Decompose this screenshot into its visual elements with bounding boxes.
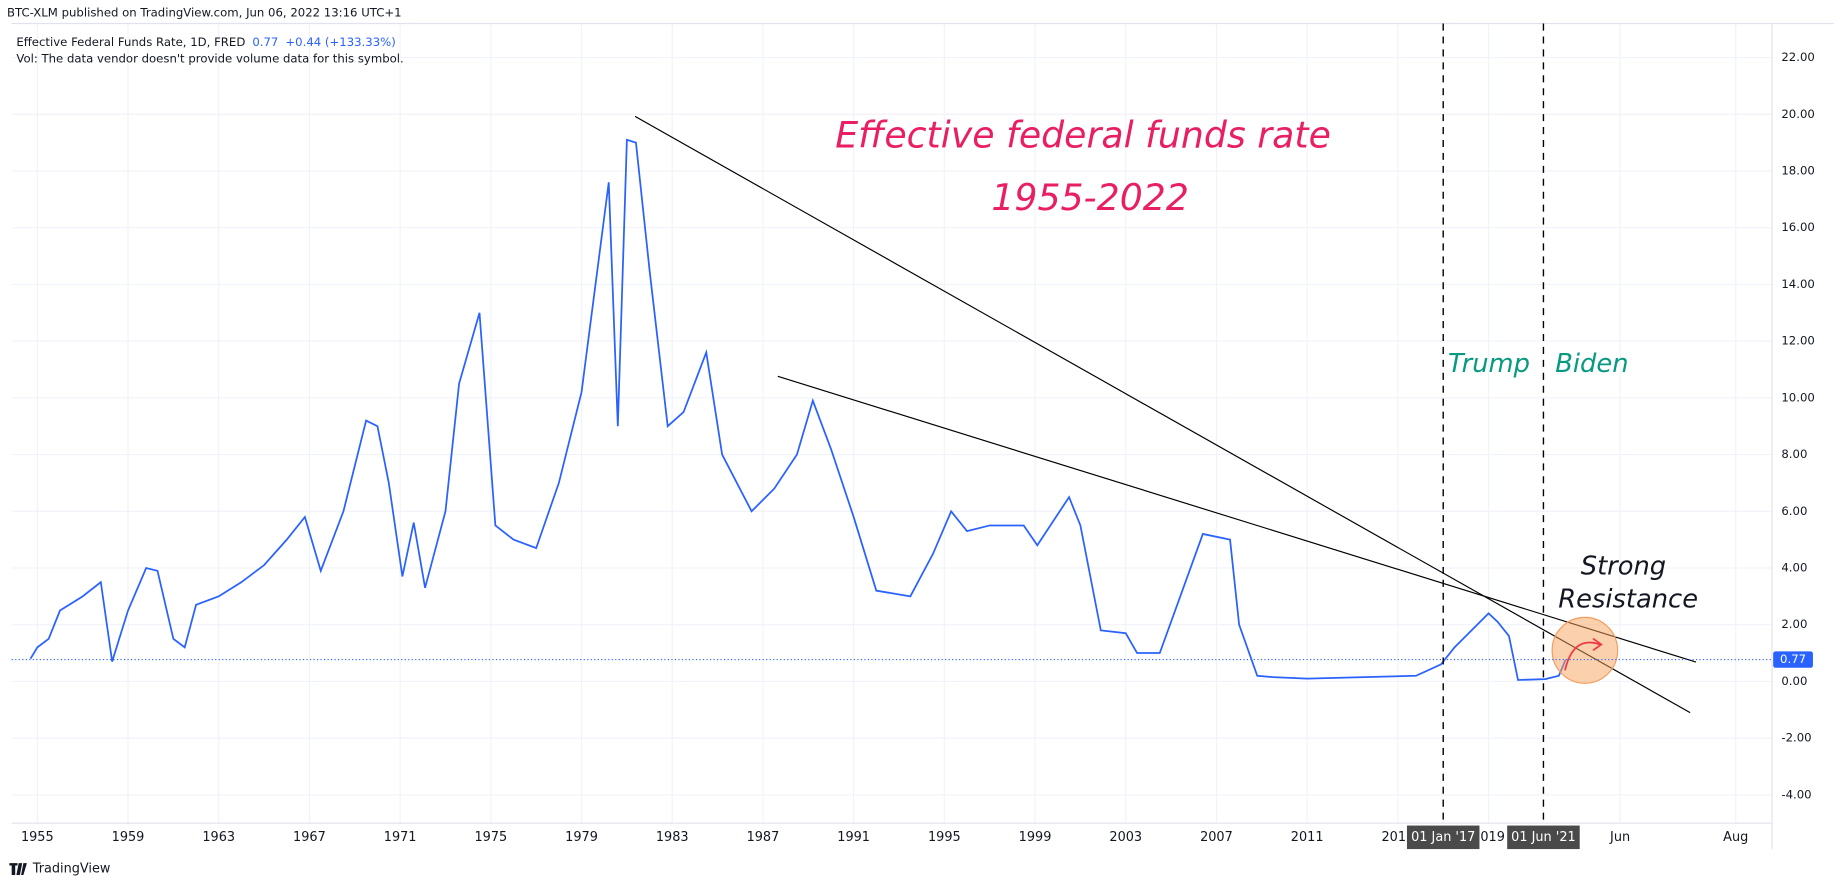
x-tick-label: 2015: [1381, 830, 1414, 845]
y-tick-label: 12.00: [1781, 334, 1814, 348]
x-tick-label: 1975: [474, 830, 507, 845]
y-tick-label: 4.00: [1781, 560, 1807, 574]
x-tick-label: 1987: [747, 830, 780, 845]
x-tick-label: 1967: [293, 830, 326, 845]
y-tick-label: 6.00: [1781, 504, 1807, 518]
x-tick-label: 1999: [1019, 830, 1052, 845]
x-tick-label: 1971: [384, 830, 417, 845]
annotation: Biden: [1555, 349, 1628, 379]
y-tick-label: -4.00: [1781, 787, 1811, 801]
logo: TradingView: [9, 862, 110, 877]
grid: [11, 23, 1773, 824]
trend-line: [777, 375, 1697, 663]
annotation: Trump: [1448, 349, 1530, 379]
y-tick-label: 20.00: [1781, 107, 1814, 121]
annotation: Strong: [1581, 551, 1666, 581]
x-tick-label: 1963: [202, 830, 235, 845]
arrow: [1564, 641, 1601, 671]
marker-tag: [1406, 825, 1480, 850]
volume-note: Vol: The data vendor doesn't provide vol…: [16, 51, 403, 65]
annotation: Resistance: [1558, 584, 1698, 614]
y-tick-label: 8.00: [1781, 447, 1807, 461]
y-tick-label: 16.00: [1781, 220, 1814, 234]
logo-icon: [9, 863, 27, 875]
chart-subtitle: 1955-2022: [991, 176, 1189, 219]
x-tick-label: 1983: [656, 830, 689, 845]
footer: TradingView: [32, 862, 111, 877]
highlight-circle: [1551, 616, 1619, 684]
marker-label: 01 Jan '17: [1411, 830, 1475, 845]
y-tick-label: 0.00: [1781, 674, 1807, 688]
y-tick-label: 18.00: [1781, 163, 1814, 177]
price-tag-label: 0.77: [1780, 652, 1806, 666]
x-tick-label: 2019: [1472, 830, 1505, 845]
marker-label: 01 Jun '21: [1511, 830, 1576, 845]
legend-change: +0.44 (+133.33%): [285, 35, 395, 49]
data-line: [29, 138, 1567, 681]
x-tick-label: 1979: [565, 830, 598, 845]
x-tick-label: 2007: [1200, 830, 1233, 845]
y-tick-label: 22.00: [1781, 50, 1814, 64]
x-tick-label: 2003: [1109, 830, 1142, 845]
x-tick-label: 1955: [21, 830, 54, 845]
y-tick-label: -2.00: [1781, 731, 1811, 745]
x-tick-label: 1991: [837, 830, 870, 845]
y-tick-label: 2.00: [1781, 617, 1807, 631]
legend-symbol: Effective Federal Funds Rate, 1D, FRED: [16, 35, 245, 49]
y-tick-label: 10.00: [1781, 390, 1814, 404]
arrow-head: [1592, 637, 1603, 652]
plot: [29, 138, 1567, 681]
x-tick-label: 1995: [928, 830, 961, 845]
x-tick-label: Aug: [1723, 830, 1748, 845]
header: BTC-XLM published on TradingView.com, Ju…: [7, 5, 402, 19]
marker-tag: [1507, 825, 1580, 850]
price-tag: [1773, 651, 1813, 668]
trend-line: [634, 115, 1691, 714]
x-tick-label: 2011: [1291, 830, 1324, 845]
chart-title: Effective federal funds rate: [835, 114, 1331, 157]
y-tick-label: 14.00: [1781, 277, 1814, 291]
x-tick-label: 1959: [112, 830, 145, 845]
x-tick-label: Jun: [1609, 830, 1630, 845]
legend-value: 0.77: [252, 35, 278, 49]
